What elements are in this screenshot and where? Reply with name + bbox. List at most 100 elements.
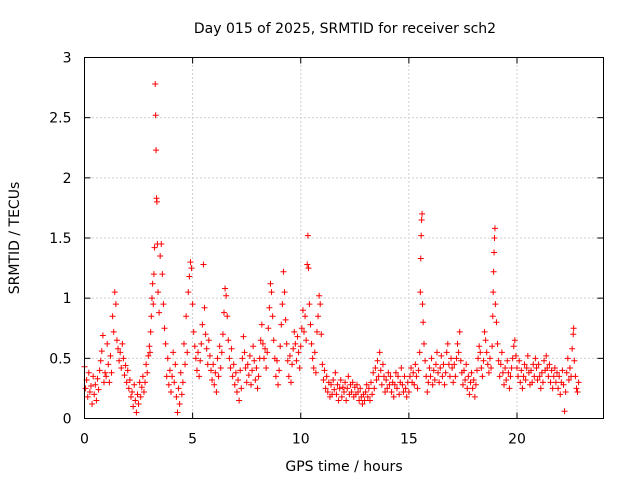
data-point [217, 364, 224, 371]
data-point [339, 384, 346, 391]
data-point [412, 361, 419, 368]
data-point [96, 367, 103, 374]
data-point [300, 328, 307, 335]
data-point [303, 337, 310, 344]
data-point [184, 349, 191, 356]
data-point [444, 340, 451, 347]
data-point [484, 361, 491, 368]
data-point [172, 361, 179, 368]
data-point [356, 397, 363, 404]
data-point [564, 355, 571, 362]
data-point [494, 340, 501, 347]
data-point [195, 349, 202, 356]
data-point [321, 367, 328, 374]
data-point [157, 253, 164, 260]
data-point [533, 364, 540, 371]
data-point [182, 361, 189, 368]
data-point [479, 373, 486, 380]
data-point [153, 147, 160, 154]
data-point [424, 389, 431, 396]
data-point [534, 376, 541, 383]
data-point [331, 386, 338, 393]
data-point [420, 319, 427, 326]
data-point [449, 364, 456, 371]
data-point [150, 301, 157, 308]
data-point [316, 292, 323, 299]
data-point [297, 343, 304, 350]
data-point [529, 379, 536, 386]
data-point [503, 376, 510, 383]
data-point [469, 385, 476, 392]
data-point [531, 373, 538, 380]
data-point [464, 385, 471, 392]
data-point [288, 379, 295, 386]
data-point [328, 381, 335, 388]
data-point [130, 403, 137, 410]
data-point [250, 343, 257, 350]
data-point [305, 265, 312, 272]
data-point [210, 361, 217, 368]
data-point [477, 349, 484, 356]
data-point [410, 369, 417, 376]
data-point [320, 376, 327, 383]
data-point [571, 357, 578, 364]
data-point [131, 381, 138, 388]
data-point [545, 373, 552, 380]
data-point [289, 361, 296, 368]
data-point [230, 361, 237, 368]
data-point [105, 361, 112, 368]
data-point [570, 331, 577, 338]
data-point [419, 210, 426, 217]
data-point [491, 249, 498, 256]
x-tick-label: 0 [80, 432, 89, 448]
data-point [251, 357, 258, 364]
data-point [294, 333, 301, 340]
data-point [348, 389, 355, 396]
data-point [322, 385, 329, 392]
data-point [146, 343, 153, 350]
data-point [296, 364, 303, 371]
data-point [476, 343, 483, 350]
data-point [317, 301, 324, 308]
data-point [549, 385, 556, 392]
data-point [199, 321, 206, 328]
data-point [488, 364, 495, 371]
data-point [111, 289, 118, 296]
data-point [244, 361, 251, 368]
data-point [203, 345, 210, 352]
data-point [398, 364, 405, 371]
data-point [415, 367, 422, 374]
data-point [273, 357, 280, 364]
data-point [372, 364, 379, 371]
data-point [135, 401, 142, 408]
data-point [499, 369, 506, 376]
data-point [177, 369, 184, 376]
x-axis-label: GPS time / hours [285, 459, 402, 475]
data-point [233, 389, 240, 396]
y-tick-labels: 0 0.5 1 1.5 2 2.5 3 [49, 51, 71, 428]
data-point [400, 389, 407, 396]
data-point [252, 376, 259, 383]
data-point [123, 379, 130, 386]
data-point [129, 389, 136, 396]
data-point [284, 357, 291, 364]
data-point [205, 337, 212, 344]
data-point [370, 369, 377, 376]
data-point [89, 401, 96, 408]
data-point [116, 357, 123, 364]
data-point [292, 340, 299, 347]
data-point [214, 355, 221, 362]
data-point [168, 389, 174, 396]
data-point [225, 337, 232, 344]
data-point [375, 373, 382, 380]
data-point [190, 328, 197, 335]
data-point [330, 376, 337, 383]
data-point [451, 361, 458, 368]
data-point [312, 369, 319, 376]
data-point [204, 361, 211, 368]
data-point [231, 381, 238, 388]
data-point [159, 271, 166, 278]
data-point [110, 328, 117, 335]
data-point [228, 345, 235, 352]
